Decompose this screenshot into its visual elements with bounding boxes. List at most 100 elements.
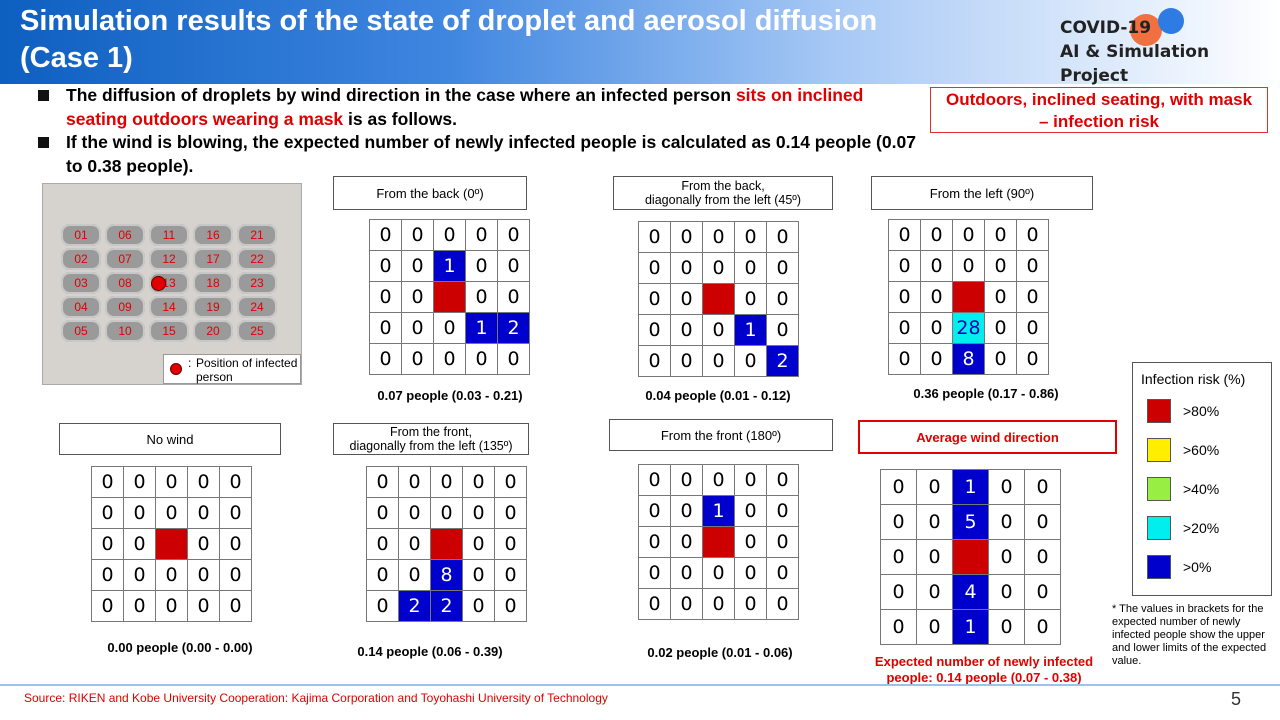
seat-19: 19 (193, 296, 233, 318)
grid-cell: 0 (734, 252, 767, 284)
title-line-2: (Case 1) (20, 42, 133, 74)
grid-cell: 0 (494, 528, 527, 560)
source-text: Source: RIKEN and Kobe University Cooper… (24, 691, 608, 705)
seating-diagram: : Position of infected person 01 06 11 16 21… (42, 183, 302, 385)
grid-cell: 0 (465, 343, 498, 375)
legend-item: >60% (1147, 438, 1267, 462)
grid-cell: 0 (734, 495, 767, 527)
grid-cell: 0 (369, 219, 402, 251)
grid-cell: 0 (462, 466, 495, 498)
grid-cell: 0 (702, 314, 735, 346)
legend-swatch (1147, 555, 1171, 579)
grid-cell: 0 (638, 557, 671, 589)
grid-cell: 0 (670, 588, 703, 620)
grid-cell: 0 (734, 283, 767, 315)
label-nowind-text: No wind (146, 431, 194, 447)
grid-cell: 0 (880, 574, 917, 610)
grid-cell: 0 (670, 526, 703, 558)
logo-orange-circle-icon (1130, 14, 1162, 46)
seat-17: 17 (193, 248, 233, 270)
grid-cell: 0 (430, 466, 463, 498)
grid-cell: 1 (734, 314, 767, 346)
grid-cell: 0 (123, 466, 156, 498)
label-front135-line2: diagonally from the left (135º) (349, 439, 513, 453)
seat-23: 23 (237, 272, 277, 294)
grid-cell: 0 (494, 590, 527, 622)
seat-03: 03 (61, 272, 101, 294)
grid-cell: 0 (497, 343, 530, 375)
label-average-wind: Average wind direction (858, 420, 1117, 454)
logo-blue-circle-icon (1158, 8, 1184, 34)
grid-cell: 0 (369, 312, 402, 344)
seat-25: 25 (237, 320, 277, 342)
grid-cell: 0 (702, 588, 735, 620)
bullet-1-highlight: sits on inclined seating outdoors wearin… (66, 85, 864, 129)
footnote: * The values in brackets for the expecte… (1112, 603, 1267, 667)
seat-12: 12 (149, 248, 189, 270)
risk-grid-left90: 0 0 0 0 0 0 0 0 0 0 0 0 0 0 0 0 28 0 0 0 0 8 0 0 (888, 219, 1049, 375)
grid-cell: 0 (984, 250, 1017, 282)
grid-cell: 0 (766, 557, 799, 589)
grid-cell: 0 (916, 574, 953, 610)
legend-item: >40% (1147, 477, 1267, 501)
grid-cell: 0 (888, 219, 921, 251)
bullet-2-text: If the wind is blowing, the expected num… (66, 132, 916, 176)
grid-cell: 0 (155, 466, 188, 498)
label-back45-line1: From the back, (681, 179, 765, 193)
infected-legend-text: Position of infected person (196, 356, 298, 384)
grid-cell: 0 (920, 281, 953, 313)
label-front135-line1: From the front, (390, 425, 472, 439)
seat-21: 21 (237, 224, 277, 246)
grid-cell: 0 (952, 219, 985, 251)
infected-cell (702, 526, 735, 558)
grid-cell: 0 (638, 283, 671, 315)
grid-cell: 0 (401, 343, 434, 375)
grid-cell: 0 (497, 250, 530, 282)
grid-cell: 0 (734, 588, 767, 620)
infected-cell (952, 281, 985, 313)
caption-front180: 0.02 people (0.01 - 0.06) (647, 645, 793, 660)
grid-cell: 0 (366, 590, 399, 622)
grid-cell: 0 (155, 559, 188, 591)
grid-cell: 0 (670, 221, 703, 253)
grid-cell: 0 (369, 250, 402, 282)
infected-position-legend: : Position of infected person (163, 354, 301, 384)
seat-24: 24 (237, 296, 277, 318)
grid-cell: 0 (638, 495, 671, 527)
infected-cell (952, 539, 989, 575)
grid-cell: 0 (988, 539, 1025, 575)
seat-07: 07 (105, 248, 145, 270)
label-from-back-45: From the back, diagonally from the left … (613, 176, 833, 210)
legend-label: >80% (1183, 403, 1220, 419)
grid-cell: 0 (702, 345, 735, 377)
bullet-1: The diffusion of droplets by wind direct… (38, 84, 918, 131)
grid-cell: 0 (920, 219, 953, 251)
grid-cell: 0 (219, 590, 252, 622)
grid-cell: 0 (1024, 574, 1061, 610)
grid-cell: 0 (366, 559, 399, 591)
page-number: 5 (1231, 689, 1242, 709)
label-left90-text: From the left (90º) (929, 185, 1035, 201)
seat-11: 11 (149, 224, 189, 246)
infection-risk-legend: Infection risk (%) >80% >60% >40% >20% >0% (1132, 362, 1272, 596)
grid-cell: 0 (702, 221, 735, 253)
grid-cell: 2 (766, 345, 799, 377)
grid-cell: 0 (920, 250, 953, 282)
seat-08: 08 (105, 272, 145, 294)
title-line-1: Simulation results of the state of dropl… (20, 5, 878, 37)
grid-cell: 0 (497, 219, 530, 251)
grid-cell: 0 (702, 464, 735, 496)
grid-cell: 0 (1024, 504, 1061, 540)
grid-cell: 0 (920, 312, 953, 344)
grid-cell: 0 (1016, 250, 1049, 282)
grid-cell: 0 (155, 497, 188, 529)
seat-05: 05 (61, 320, 101, 342)
label-front180-text: From the front (180º) (660, 427, 782, 443)
bullet-list: The diffusion of droplets by wind direct… (38, 84, 918, 178)
grid-cell: 0 (401, 250, 434, 282)
grid-cell: 5 (952, 504, 989, 540)
grid-cell: 0 (880, 469, 917, 505)
grid-cell: 0 (91, 559, 124, 591)
grid-cell: 0 (670, 345, 703, 377)
